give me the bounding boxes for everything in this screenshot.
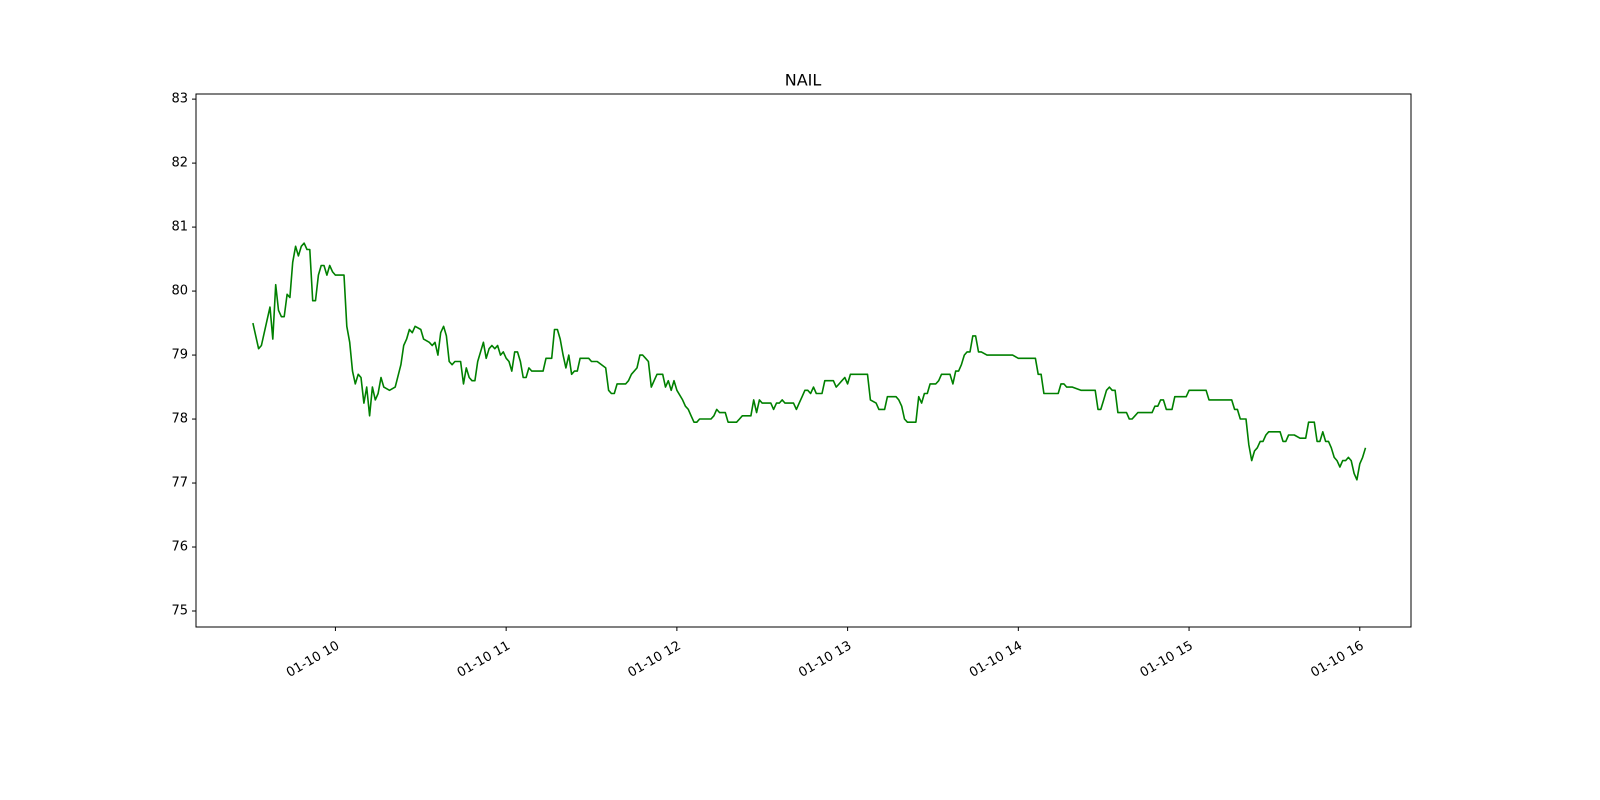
price-line [252, 242, 1367, 481]
y-tick-label: 75 [171, 604, 188, 619]
plot-frame [195, 93, 1412, 628]
y-tick-label: 82 [171, 156, 188, 171]
y-tick-label: 83 [171, 92, 188, 107]
y-tick-label: 79 [171, 348, 188, 363]
y-tick-label: 80 [171, 284, 188, 299]
chart-title: NAIL [785, 71, 822, 90]
y-tick-label: 77 [171, 476, 188, 491]
y-tick-label: 81 [171, 220, 188, 235]
y-tick-label: 78 [171, 412, 188, 427]
y-tick-label: 76 [171, 540, 188, 555]
